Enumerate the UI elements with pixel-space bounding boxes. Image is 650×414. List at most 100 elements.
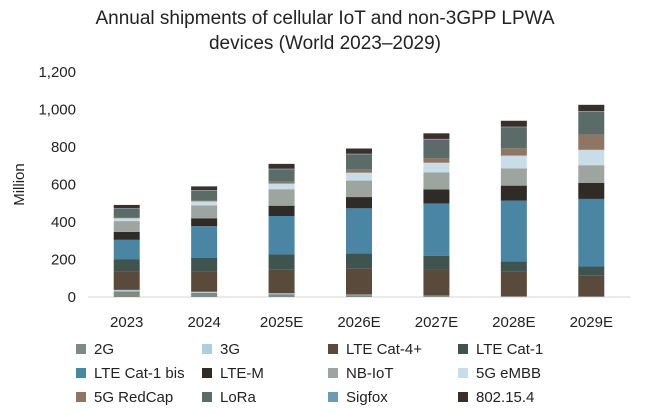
legend-label: LTE Cat-4+ [346,340,423,358]
bar-segment [578,134,605,150]
bar-segment [191,291,218,293]
chart-title-line-1: Annual shipments of cellular IoT and non… [95,8,555,29]
legend-label: 5G RedCap [94,388,174,406]
bar-segment [268,169,295,182]
bar-segment [500,120,527,127]
legend-label: 802.15.4 [476,388,535,406]
chart-legend: 2G 3G LTE Cat-4+ LTE Cat-1 LTE Cat-1 bis LTE-… [76,338,636,408]
bar-segment [346,148,372,154]
bar-segment [191,186,218,191]
bar-segment [268,168,295,170]
y-tick-label: 400 [51,214,76,231]
bar-segment [268,205,295,216]
bar-segment [346,153,372,155]
bar-segment [500,185,527,201]
bar-segment [346,268,372,295]
legend-swatch [76,368,86,378]
bar-segment [500,271,527,297]
bar-segment [113,208,140,209]
legend-swatch [202,392,212,402]
legend-label: LTE Cat-1 bis [94,364,185,382]
legend-label: 2G [94,340,115,358]
bar-segment [500,261,527,272]
y-tick-label: 200 [51,252,76,269]
y-tick-label: 1,000 [38,102,76,119]
x-tick-label: 2027E [415,314,458,331]
bar-segment [423,138,450,140]
bar-segment [346,294,372,296]
bar-segment [191,271,218,292]
stacked-bar-chart: Million 0 200 400 600 800 1,000 1,200 2023 2024 20… [11,64,630,331]
legend-item: LTE Cat-1 bis [76,362,202,384]
bar-segment [346,197,372,209]
legend-item: LTE Cat-1 [458,338,588,360]
bar-segment [191,218,218,227]
bar-segment [578,165,605,183]
legend-swatch [328,344,338,354]
legend-label: NB-IoT [346,364,394,382]
bar-segment [423,139,450,159]
bar-segment [500,148,527,156]
bar-segment [578,111,605,112]
legend-item: NB-IoT [328,362,458,384]
x-tick-label: 2024 [187,314,220,331]
bar-segment [500,126,527,128]
x-tick-label: 2029E [570,314,613,331]
bar-segment [500,155,527,169]
x-tick-label: 2028E [492,314,535,331]
legend-item: 5G eMBB [458,362,588,384]
bar-segment [500,296,527,297]
bar-segment [268,269,295,294]
bar-segment [191,190,218,201]
legend-item: 2G [76,338,202,360]
chart-title-line-2: devices (World 2023–2029) [208,33,441,54]
legend-item: LTE-M [202,362,328,384]
legend-label: LTE-M [220,364,264,382]
bar-segment [346,172,372,181]
legend-item: LTE Cat-4+ [328,338,458,360]
bar-segment [113,259,140,272]
legend-item: LoRa [202,386,328,408]
legend-swatch [458,392,468,402]
bar-segment [113,204,140,209]
chart-title: Annual shipments of cellular IoT and non… [0,6,650,56]
x-tick-label: 2025E [260,314,303,331]
bar-segment [500,200,527,262]
y-tick-label: 600 [51,177,76,194]
bar-segment [578,266,605,276]
bar-segment [268,181,295,184]
bar-segment [423,133,450,139]
bar-segment [268,189,295,206]
bar-segment [268,293,295,295]
bar-segment [191,205,218,219]
legend-swatch [202,368,212,378]
bar-segment [423,162,450,173]
bar-segment [578,104,605,112]
bar-segment [191,200,218,202]
y-axis-title: Million [11,163,28,206]
legend-swatch [76,392,86,402]
bar-segment [500,168,527,186]
bar-segment [578,275,605,297]
bar-segment [423,172,450,190]
legend-swatch [458,344,468,354]
y-tick-label: 0 [68,289,76,306]
bar-segment [578,111,605,135]
bar-segment [346,208,372,254]
bar-segment [346,154,372,170]
bar-segment [500,127,527,149]
bar-segment [191,292,218,297]
bar-segment [346,180,372,198]
bar-segment [268,254,295,270]
legend-swatch [328,392,338,402]
x-tick-label: 2023 [110,314,143,331]
bar-segment [423,296,450,297]
bar-segment [191,190,218,191]
legend-item: Sigfox [328,386,458,408]
bar-segment [113,291,140,297]
bar-segment [578,149,605,166]
legend-swatch [458,368,468,378]
bar-segment [578,198,605,267]
legend-swatch [328,368,338,378]
bar-segment [423,189,450,204]
